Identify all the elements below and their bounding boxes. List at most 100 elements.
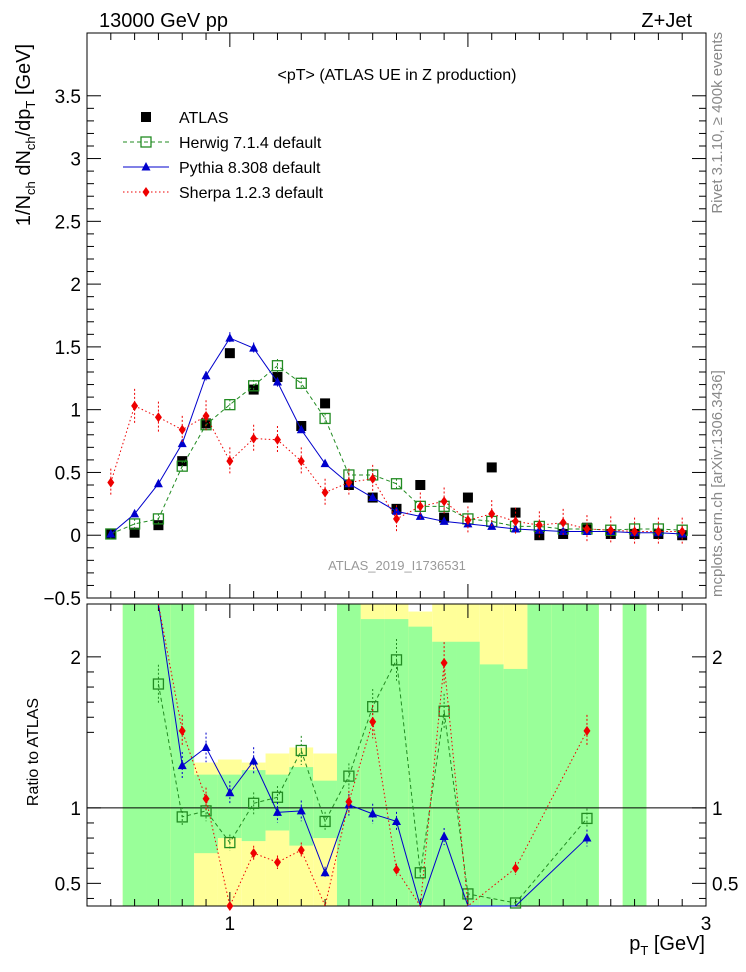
ratio-point <box>178 725 186 736</box>
x-axis-title: pT [GeV] <box>629 933 705 958</box>
ratio-point <box>414 867 426 879</box>
uncertainty-band-inner <box>575 604 599 906</box>
ratio-series-line <box>157 658 588 904</box>
data-point <box>464 515 472 526</box>
uncertainty-band-inner <box>384 619 409 906</box>
data-point <box>130 508 140 518</box>
ratio-y-tick-label-right: 1 <box>712 799 723 820</box>
plot-title: <pT> (ATLAS UE in Z production) <box>278 67 517 84</box>
y-tick-label: 3.5 <box>55 87 81 108</box>
data-point <box>390 478 403 490</box>
ratio-point <box>439 831 449 841</box>
data-point <box>154 412 162 423</box>
uncertainty-band-inner <box>432 641 457 906</box>
ratio-point <box>200 805 212 817</box>
data-point <box>678 526 686 537</box>
ratio-point <box>581 812 593 825</box>
data-point <box>250 433 258 444</box>
ratio-point <box>176 811 188 823</box>
uncertainty-band-inner <box>336 604 361 906</box>
ratio-axis-title: Ratio to ATLAS <box>25 698 42 806</box>
ratio-point <box>319 815 331 828</box>
uncertainty-band-inner <box>122 604 147 906</box>
data-point <box>249 343 259 352</box>
data-point <box>321 487 329 498</box>
data-point <box>416 501 424 512</box>
ratio-point <box>249 756 259 765</box>
data-point <box>106 528 116 538</box>
ratio-point <box>273 857 281 868</box>
y-tick-label: 0.5 <box>55 463 81 484</box>
data-point <box>607 525 615 536</box>
data-point <box>224 348 235 359</box>
x-tick-label: 2 <box>463 914 474 935</box>
uncertainty-band-inner <box>551 604 576 906</box>
data-point <box>345 477 353 488</box>
ratio-series-line <box>157 603 588 908</box>
ratio-point <box>343 770 355 782</box>
ratio-point <box>390 654 403 666</box>
data-point <box>583 523 591 534</box>
ratio-point <box>320 867 330 877</box>
data-point <box>248 380 260 392</box>
data-point <box>201 418 212 429</box>
uncertainty-band-inner <box>622 604 647 906</box>
y-tick-label: −0.5 <box>43 589 81 610</box>
data-point <box>178 424 186 435</box>
mcplots-label: mcplots.cern.ch [arXiv:1306.3436] <box>709 370 726 597</box>
data-point <box>273 434 281 445</box>
ratio-point <box>393 864 400 875</box>
ratio-y-tick-label: 1 <box>70 799 81 820</box>
data-point <box>272 372 283 383</box>
ratio-y-tick-label: 2 <box>70 648 81 669</box>
data-point <box>226 456 234 467</box>
ratio-point <box>296 805 306 815</box>
ratio-y-tick-label-right: 2 <box>712 648 723 669</box>
y-tick-label: 2.5 <box>55 212 81 233</box>
uncertainty-band-inner <box>479 664 504 906</box>
data-point <box>128 518 141 530</box>
data-point <box>202 410 210 421</box>
y-tick-label: 2 <box>70 275 81 296</box>
ratio-point <box>201 742 211 751</box>
ratio-point <box>583 725 591 736</box>
data-point <box>131 400 139 411</box>
ratio-point <box>248 797 260 809</box>
legend-label: ATLAS <box>179 110 229 127</box>
legend-label: Pythia 8.308 default <box>179 160 321 177</box>
ratio-point <box>440 657 448 668</box>
y-axis-title: 1/Nch dNch/dpT [GeV] <box>13 44 38 226</box>
uncertainty-band-inner <box>408 626 433 906</box>
rivet-version-label: Rivet 3.1.10, ≥ 400k events <box>709 32 726 214</box>
ratio-point <box>272 807 282 816</box>
legend-marker <box>141 112 151 122</box>
data-point <box>297 456 305 467</box>
data-point <box>440 496 448 507</box>
data-point <box>129 527 140 538</box>
y-tick-label: 3 <box>70 150 81 171</box>
ratio-point <box>295 744 307 757</box>
data-point <box>559 517 567 528</box>
analysis-watermark: ATLAS_2019_I1736531 <box>328 558 466 573</box>
data-point <box>153 478 163 488</box>
ratio-point <box>225 787 235 797</box>
ratio-point <box>345 796 353 807</box>
data-point <box>368 492 378 502</box>
data-point <box>107 477 115 488</box>
legend-label: Sherpa 1.2.3 default <box>179 185 324 202</box>
uncertainty-band-inner <box>170 604 195 906</box>
data-point <box>201 370 211 380</box>
data-point <box>415 511 425 520</box>
data-point <box>153 520 164 531</box>
legend: ATLAS Herwig 7.1.4 default Pythia 8.308 de… <box>123 110 324 202</box>
data-point <box>415 480 426 490</box>
data-point <box>439 516 449 525</box>
x-tick-label: 1 <box>225 914 236 935</box>
y-tick-label: 1.5 <box>55 338 81 359</box>
ratio-point <box>202 793 210 804</box>
data-point <box>320 458 330 468</box>
ratio-point <box>512 863 520 874</box>
uncertainty-band-inner <box>217 774 242 839</box>
ratio-point <box>369 716 377 727</box>
